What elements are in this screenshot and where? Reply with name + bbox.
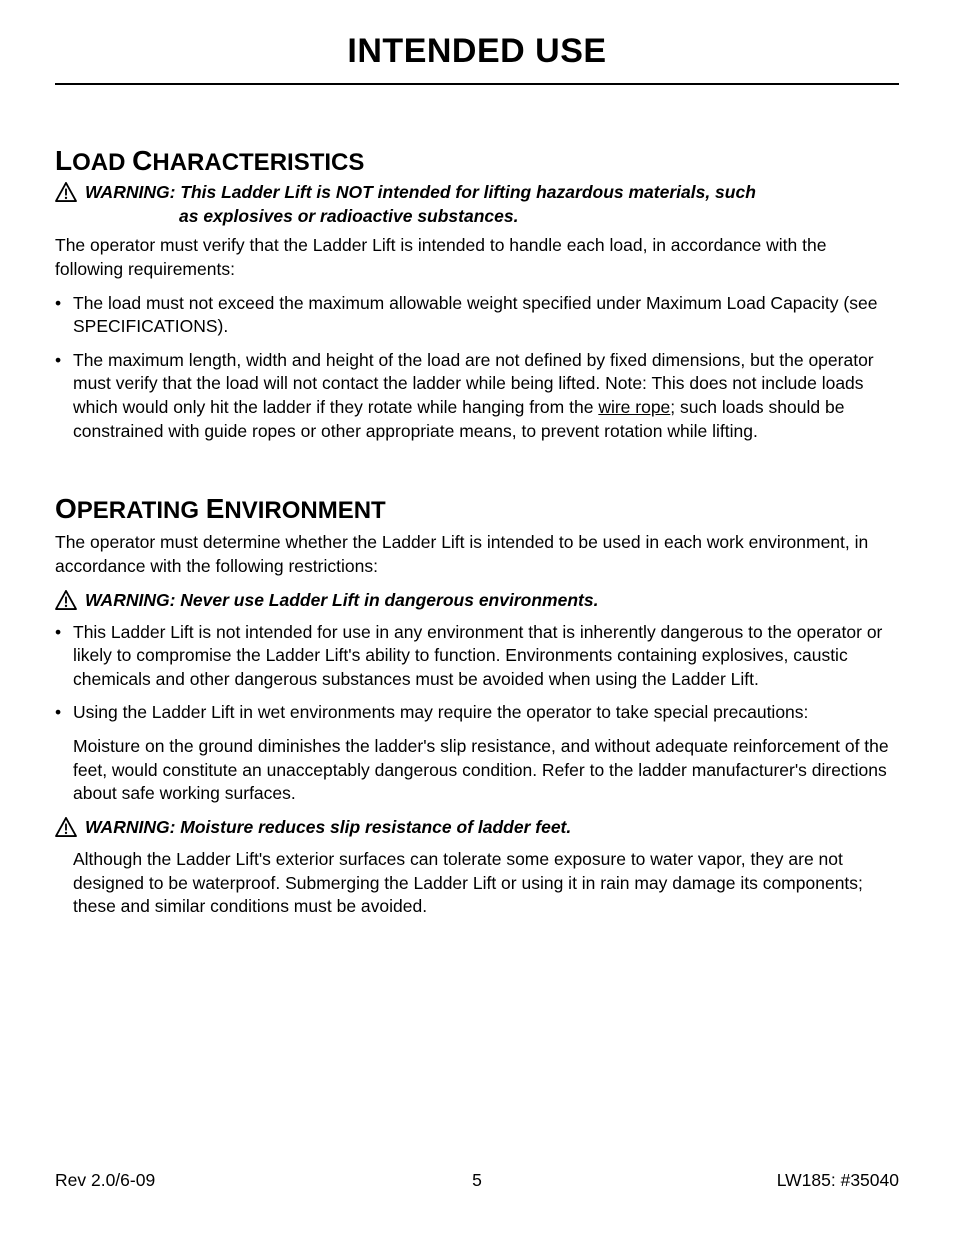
bullet-text: This Ladder Lift is not intended for use… — [73, 621, 899, 692]
bullet-marker: • — [55, 621, 73, 645]
warning-prefix: WARNING: — [85, 182, 180, 202]
heading-cap: E — [206, 493, 225, 524]
section-load-characteristics: LOAD CHARACTERISTICS WARNING: This Ladde… — [55, 145, 899, 443]
warning-icon — [55, 817, 77, 842]
warning-slip-resistance: WARNING: Moisture reduces slip resistanc… — [55, 816, 899, 842]
section-operating-environment: OPERATING ENVIRONMENT The operator must … — [55, 493, 899, 919]
heading-rest: PERATING — [77, 497, 199, 524]
heading-cap: C — [132, 145, 152, 176]
bullet-marker: • — [55, 701, 73, 725]
page-footer: Rev 2.0/6-09 5 LW185: #35040 — [55, 1170, 899, 1191]
warning-text: WARNING: Never use Ladder Lift in danger… — [85, 589, 598, 613]
warning-text: WARNING: Moisture reduces slip resistanc… — [85, 816, 571, 840]
warning-hazardous-materials: WARNING: This Ladder Lift is NOT intende… — [55, 181, 899, 228]
warning-line2: as explosives or radioactive substances. — [85, 205, 756, 229]
bullet-marker: • — [55, 349, 73, 373]
warning-icon — [55, 182, 77, 207]
heading-rest: OAD — [72, 149, 125, 176]
heading-cap: L — [55, 145, 72, 176]
heading-rest: NVIRONMENT — [224, 497, 385, 524]
section-heading-environment: OPERATING ENVIRONMENT — [55, 493, 899, 525]
warning-prefix: WARNING: — [85, 590, 180, 610]
warning-body: Never use Ladder Lift in dangerous envir… — [180, 590, 598, 610]
warning-dangerous-env: WARNING: Never use Ladder Lift in danger… — [55, 589, 899, 615]
bullet-text: Using the Ladder Lift in wet environment… — [73, 701, 808, 725]
warning-prefix: WARNING: — [85, 817, 180, 837]
warning-text: WARNING: This Ladder Lift is NOT intende… — [85, 181, 756, 228]
footer-page-number: 5 — [55, 1170, 899, 1191]
sub-para-water-exposure: Although the Ladder Lift's exterior surf… — [73, 848, 899, 919]
bullet-dimensions: • The maximum length, width and height o… — [55, 349, 899, 444]
page-title: INTENDED USE — [55, 32, 899, 71]
section-heading-load: LOAD CHARACTERISTICS — [55, 145, 899, 177]
heading-rest: HARACTERISTICS — [152, 149, 364, 176]
load-intro-paragraph: The operator must verify that the Ladder… — [55, 234, 899, 281]
bullet-text: The maximum length, width and height of … — [73, 349, 899, 444]
warning-icon — [55, 590, 77, 615]
env-intro-paragraph: The operator must determine whether the … — [55, 531, 899, 578]
heading-cap: O — [55, 493, 77, 524]
document-page: INTENDED USE LOAD CHARACTERISTICS WARNIN… — [0, 0, 954, 1235]
bullet-inherently-dangerous: • This Ladder Lift is not intended for u… — [55, 621, 899, 692]
bullet-marker: • — [55, 292, 73, 316]
bullet-wet-env: • Using the Ladder Lift in wet environme… — [55, 701, 899, 725]
bullet-text: The load must not exceed the maximum all… — [73, 292, 899, 339]
bullet-text-underlined: wire rope — [598, 397, 670, 417]
title-rule — [55, 83, 899, 85]
warning-body: Moisture reduces slip resistance of ladd… — [180, 817, 571, 837]
bullet-max-weight: • The load must not exceed the maximum a… — [55, 292, 899, 339]
sub-para-moisture-ground: Moisture on the ground diminishes the la… — [73, 735, 899, 806]
warning-line1: This Ladder Lift is NOT intended for lif… — [180, 182, 756, 202]
